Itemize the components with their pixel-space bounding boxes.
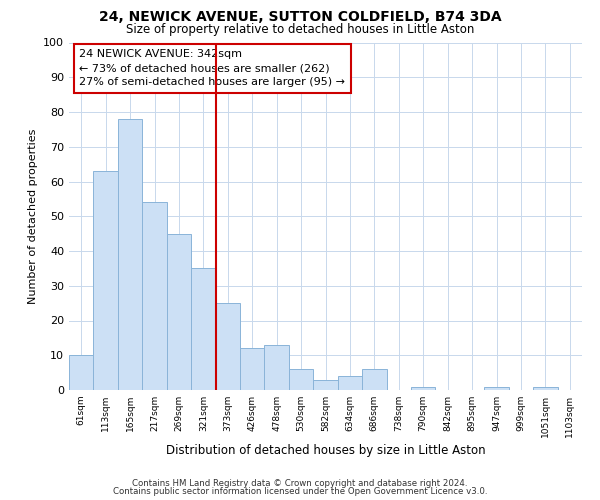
Bar: [94, 171, 118, 390]
X-axis label: Distribution of detached houses by size in Little Aston: Distribution of detached houses by size …: [166, 444, 485, 457]
Bar: [265, 345, 289, 390]
Bar: [118, 119, 142, 390]
Bar: [142, 202, 167, 390]
Bar: [313, 380, 338, 390]
Bar: [191, 268, 215, 390]
Bar: [167, 234, 191, 390]
Bar: [362, 369, 386, 390]
Bar: [338, 376, 362, 390]
Text: Contains public sector information licensed under the Open Government Licence v3: Contains public sector information licen…: [113, 487, 487, 496]
Text: Contains HM Land Registry data © Crown copyright and database right 2024.: Contains HM Land Registry data © Crown c…: [132, 478, 468, 488]
Bar: [215, 303, 240, 390]
Bar: [240, 348, 265, 390]
Text: 24, NEWICK AVENUE, SUTTON COLDFIELD, B74 3DA: 24, NEWICK AVENUE, SUTTON COLDFIELD, B74…: [98, 10, 502, 24]
Bar: [484, 386, 509, 390]
Bar: [411, 386, 436, 390]
Text: Size of property relative to detached houses in Little Aston: Size of property relative to detached ho…: [126, 22, 474, 36]
Bar: [69, 355, 94, 390]
Bar: [533, 386, 557, 390]
Bar: [289, 369, 313, 390]
Text: 24 NEWICK AVENUE: 342sqm
← 73% of detached houses are smaller (262)
27% of semi-: 24 NEWICK AVENUE: 342sqm ← 73% of detach…: [79, 50, 345, 88]
Y-axis label: Number of detached properties: Number of detached properties: [28, 128, 38, 304]
